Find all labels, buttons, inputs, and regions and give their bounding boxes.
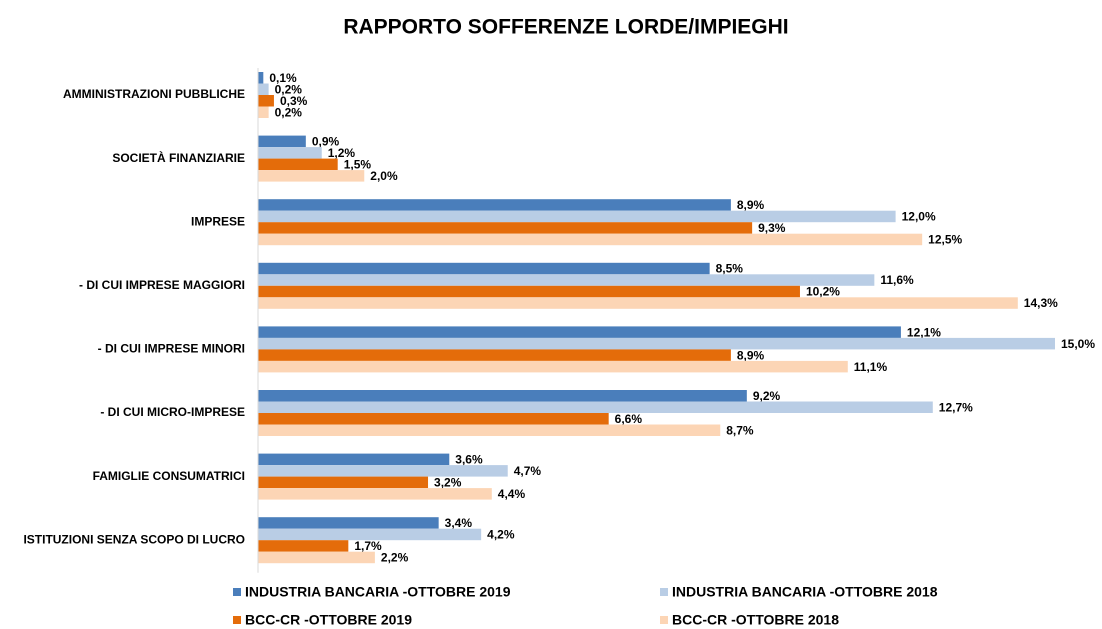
category-label: ISTITUZIONI SENZA SCOPO DI LUCRO (23, 532, 245, 546)
bar (258, 95, 274, 107)
bar (258, 413, 609, 425)
value-label: 2,0% (370, 169, 398, 183)
value-label: 4,7% (514, 464, 542, 478)
value-label: 8,5% (716, 262, 744, 276)
bar (258, 210, 896, 223)
bar (258, 453, 450, 466)
legend-swatch (233, 588, 241, 596)
bar (258, 326, 901, 338)
value-label: 0,9% (312, 135, 340, 149)
bar (258, 135, 306, 148)
value-label: 8,7% (726, 423, 754, 437)
bar (258, 147, 322, 159)
value-label: 6,6% (615, 412, 643, 426)
bar (258, 349, 731, 361)
value-label: 2,2% (381, 551, 409, 565)
value-label: 3,4% (445, 516, 473, 530)
value-label: 12,7% (939, 400, 973, 414)
value-label: 0,2% (275, 82, 303, 96)
bar (258, 528, 482, 541)
value-label: 11,6% (880, 273, 914, 287)
chart-title: RAPPORTO SOFFERENZE LORDE/IMPIEGHI (343, 16, 788, 39)
value-label: 0,1% (269, 71, 297, 85)
bar (258, 551, 375, 564)
value-label: 12,1% (907, 325, 941, 339)
legend-label: INDUSTRIA BANCARIA -OTTOBRE 2019 (245, 584, 511, 600)
legend-label: BCC-CR -OTTOBRE 2019 (245, 612, 412, 628)
value-label: 11,1% (854, 360, 888, 374)
value-label: 3,6% (455, 453, 483, 467)
category-label: - DI CUI IMPRESE MINORI (98, 342, 245, 356)
legend-label: INDUSTRIA BANCARIA -OTTOBRE 2018 (672, 584, 938, 600)
bar (258, 401, 933, 413)
bar (258, 170, 365, 182)
bar (258, 233, 923, 246)
value-label: 1,2% (328, 146, 356, 160)
bar (258, 360, 848, 373)
bar (258, 106, 269, 118)
value-label: 4,2% (487, 528, 515, 542)
value-label: 10,2% (806, 285, 840, 299)
bar (258, 476, 429, 489)
category-label: - DI CUI IMPRESE MAGGIORI (79, 278, 245, 292)
category-label: IMPRESE (191, 214, 245, 228)
value-label: 0,2% (275, 105, 303, 119)
bar (258, 285, 800, 298)
bar (258, 72, 264, 84)
value-label: 9,2% (753, 389, 781, 403)
bar (258, 540, 349, 552)
bar (258, 158, 338, 171)
bar (258, 488, 492, 500)
value-label: 4,4% (498, 487, 526, 501)
category-label: - DI CUI MICRO-IMPRESE (100, 405, 245, 419)
bar (258, 337, 1055, 350)
value-label: 0,3% (280, 94, 308, 108)
bar (258, 465, 508, 477)
legend-swatch (660, 588, 668, 596)
bar (258, 390, 747, 402)
value-label: 1,7% (354, 539, 382, 553)
bar (258, 297, 1018, 309)
bar (258, 262, 710, 275)
value-label: 8,9% (737, 348, 765, 362)
bar (258, 83, 269, 95)
bar (258, 274, 875, 286)
value-label: 8,9% (737, 198, 765, 212)
legend-swatch (660, 616, 668, 624)
bar (258, 517, 439, 529)
legend-label: BCC-CR -OTTOBRE 2018 (672, 612, 839, 628)
value-label: 1,5% (344, 158, 372, 172)
value-label: 14,3% (1024, 296, 1058, 310)
bar (258, 222, 753, 234)
value-label: 12,5% (928, 233, 962, 247)
bar (258, 199, 731, 211)
category-label: AMMINISTRAZIONI PUBBLICHE (63, 87, 245, 101)
value-label: 12,0% (902, 210, 936, 224)
bar (258, 424, 721, 436)
value-label: 3,2% (434, 476, 462, 490)
legend-swatch (233, 616, 241, 624)
category-label: SOCIETÀ FINANZIARIE (112, 150, 245, 165)
category-label: FAMIGLIE CONSUMATRICI (93, 469, 245, 483)
value-label: 15,0% (1061, 337, 1095, 351)
value-label: 9,3% (758, 221, 786, 235)
